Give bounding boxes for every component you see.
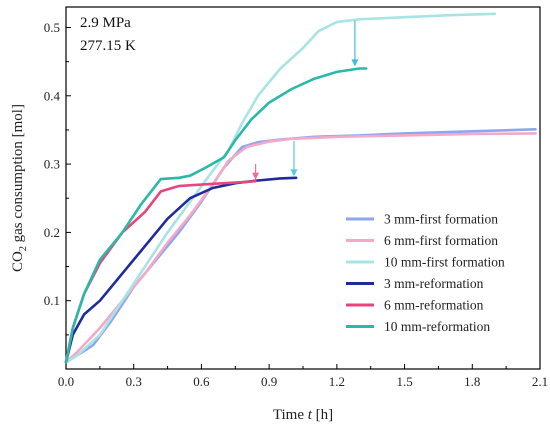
series-line-4 bbox=[64, 176, 298, 364]
series-line-3 bbox=[64, 12, 497, 364]
annotation-pressure: 2.9 MPa bbox=[80, 15, 131, 31]
x-tick-label: 1.2 bbox=[329, 374, 345, 389]
y-ticks: 0.1 0.2 0.3 0.4 0.5 bbox=[44, 20, 71, 336]
legend-label-5: 6 mm-reformation bbox=[384, 298, 484, 313]
arrows bbox=[252, 20, 359, 180]
x-ticks: 0.0 0.3 0.6 0.9 1.2 1.5 1.8 2.1 bbox=[58, 364, 548, 389]
y-tick-label: 0.5 bbox=[44, 20, 60, 35]
y-tick-label: 0.4 bbox=[44, 88, 61, 103]
legend: 3 mm-first formation 6 mm-first formation… bbox=[346, 212, 505, 334]
legend-label-6: 10 mm-reformation bbox=[384, 319, 490, 334]
legend-label-1: 3 mm-first formation bbox=[384, 212, 498, 227]
y-tick-label: 0.1 bbox=[44, 293, 60, 308]
y-tick-label: 0.2 bbox=[44, 225, 60, 240]
x-axis-label: Time t [h] bbox=[273, 407, 333, 423]
annotation-temperature: 277.15 K bbox=[80, 38, 136, 54]
series-line-2 bbox=[64, 132, 537, 364]
plot-frame-group bbox=[65, 6, 541, 370]
arrow-head-3 bbox=[351, 59, 359, 67]
y-axis-label: CO2 gas consumption [mol] bbox=[10, 104, 29, 272]
x-tick-label: 0.3 bbox=[126, 374, 142, 389]
series-lines bbox=[64, 12, 537, 364]
arrow-head-1 bbox=[252, 172, 260, 180]
x-tick-label: 0.6 bbox=[193, 374, 210, 389]
y-tick-label: 0.3 bbox=[44, 157, 60, 172]
x-tick-label: 1.8 bbox=[464, 374, 480, 389]
x-tick-label: 2.1 bbox=[532, 374, 548, 389]
x-tick-label: 0.9 bbox=[261, 374, 277, 389]
legend-label-3: 10 mm-first formation bbox=[384, 255, 505, 270]
plot-frame bbox=[65, 6, 541, 370]
x-tick-label: 1.5 bbox=[396, 374, 412, 389]
legend-label-4: 3 mm-reformation bbox=[384, 276, 484, 291]
x-tick-label: 0.0 bbox=[58, 374, 74, 389]
series-line-6 bbox=[64, 67, 368, 364]
legend-label-2: 6 mm-first formation bbox=[384, 233, 498, 248]
arrow-head-2 bbox=[290, 169, 298, 177]
